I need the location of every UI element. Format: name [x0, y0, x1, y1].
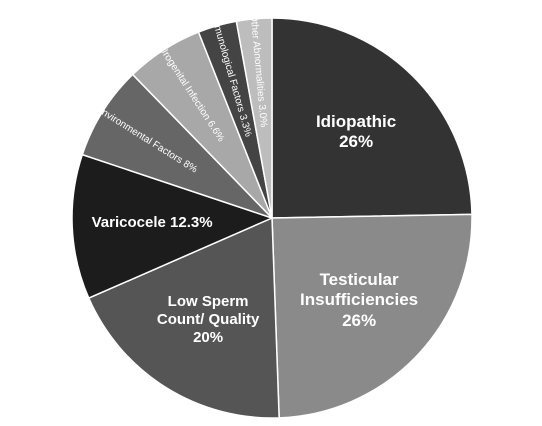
slice-name: Varicocele: [91, 214, 166, 232]
slice-label: Low Sperm Count/ Quality 20%: [156, 292, 260, 346]
slice-name: Low Sperm Count/ Quality: [156, 292, 260, 328]
pie-slice: [271, 213, 473, 419]
slice-name: Testicular Insufficiencies: [300, 269, 419, 310]
pie-slice: [71, 153, 275, 300]
slice-name: Idiopathic: [315, 111, 397, 131]
pie-slice: [235, 17, 273, 219]
slice-value: 12.3%: [170, 214, 213, 232]
slice-value: 26%: [339, 132, 374, 152]
pie-slice: [81, 73, 273, 219]
pie-slice: [87, 216, 280, 419]
slice-label: Idiopathic 26%: [315, 111, 397, 152]
slice-value: 26%: [342, 310, 377, 330]
pie-slice: [271, 17, 473, 219]
slice-label: Testicular Insufficiencies 26%: [300, 269, 419, 330]
slice-value: 3.0%: [256, 104, 269, 128]
slice-value: 20%: [193, 328, 224, 346]
slice-label: Varicocele 12.3%: [91, 214, 213, 232]
